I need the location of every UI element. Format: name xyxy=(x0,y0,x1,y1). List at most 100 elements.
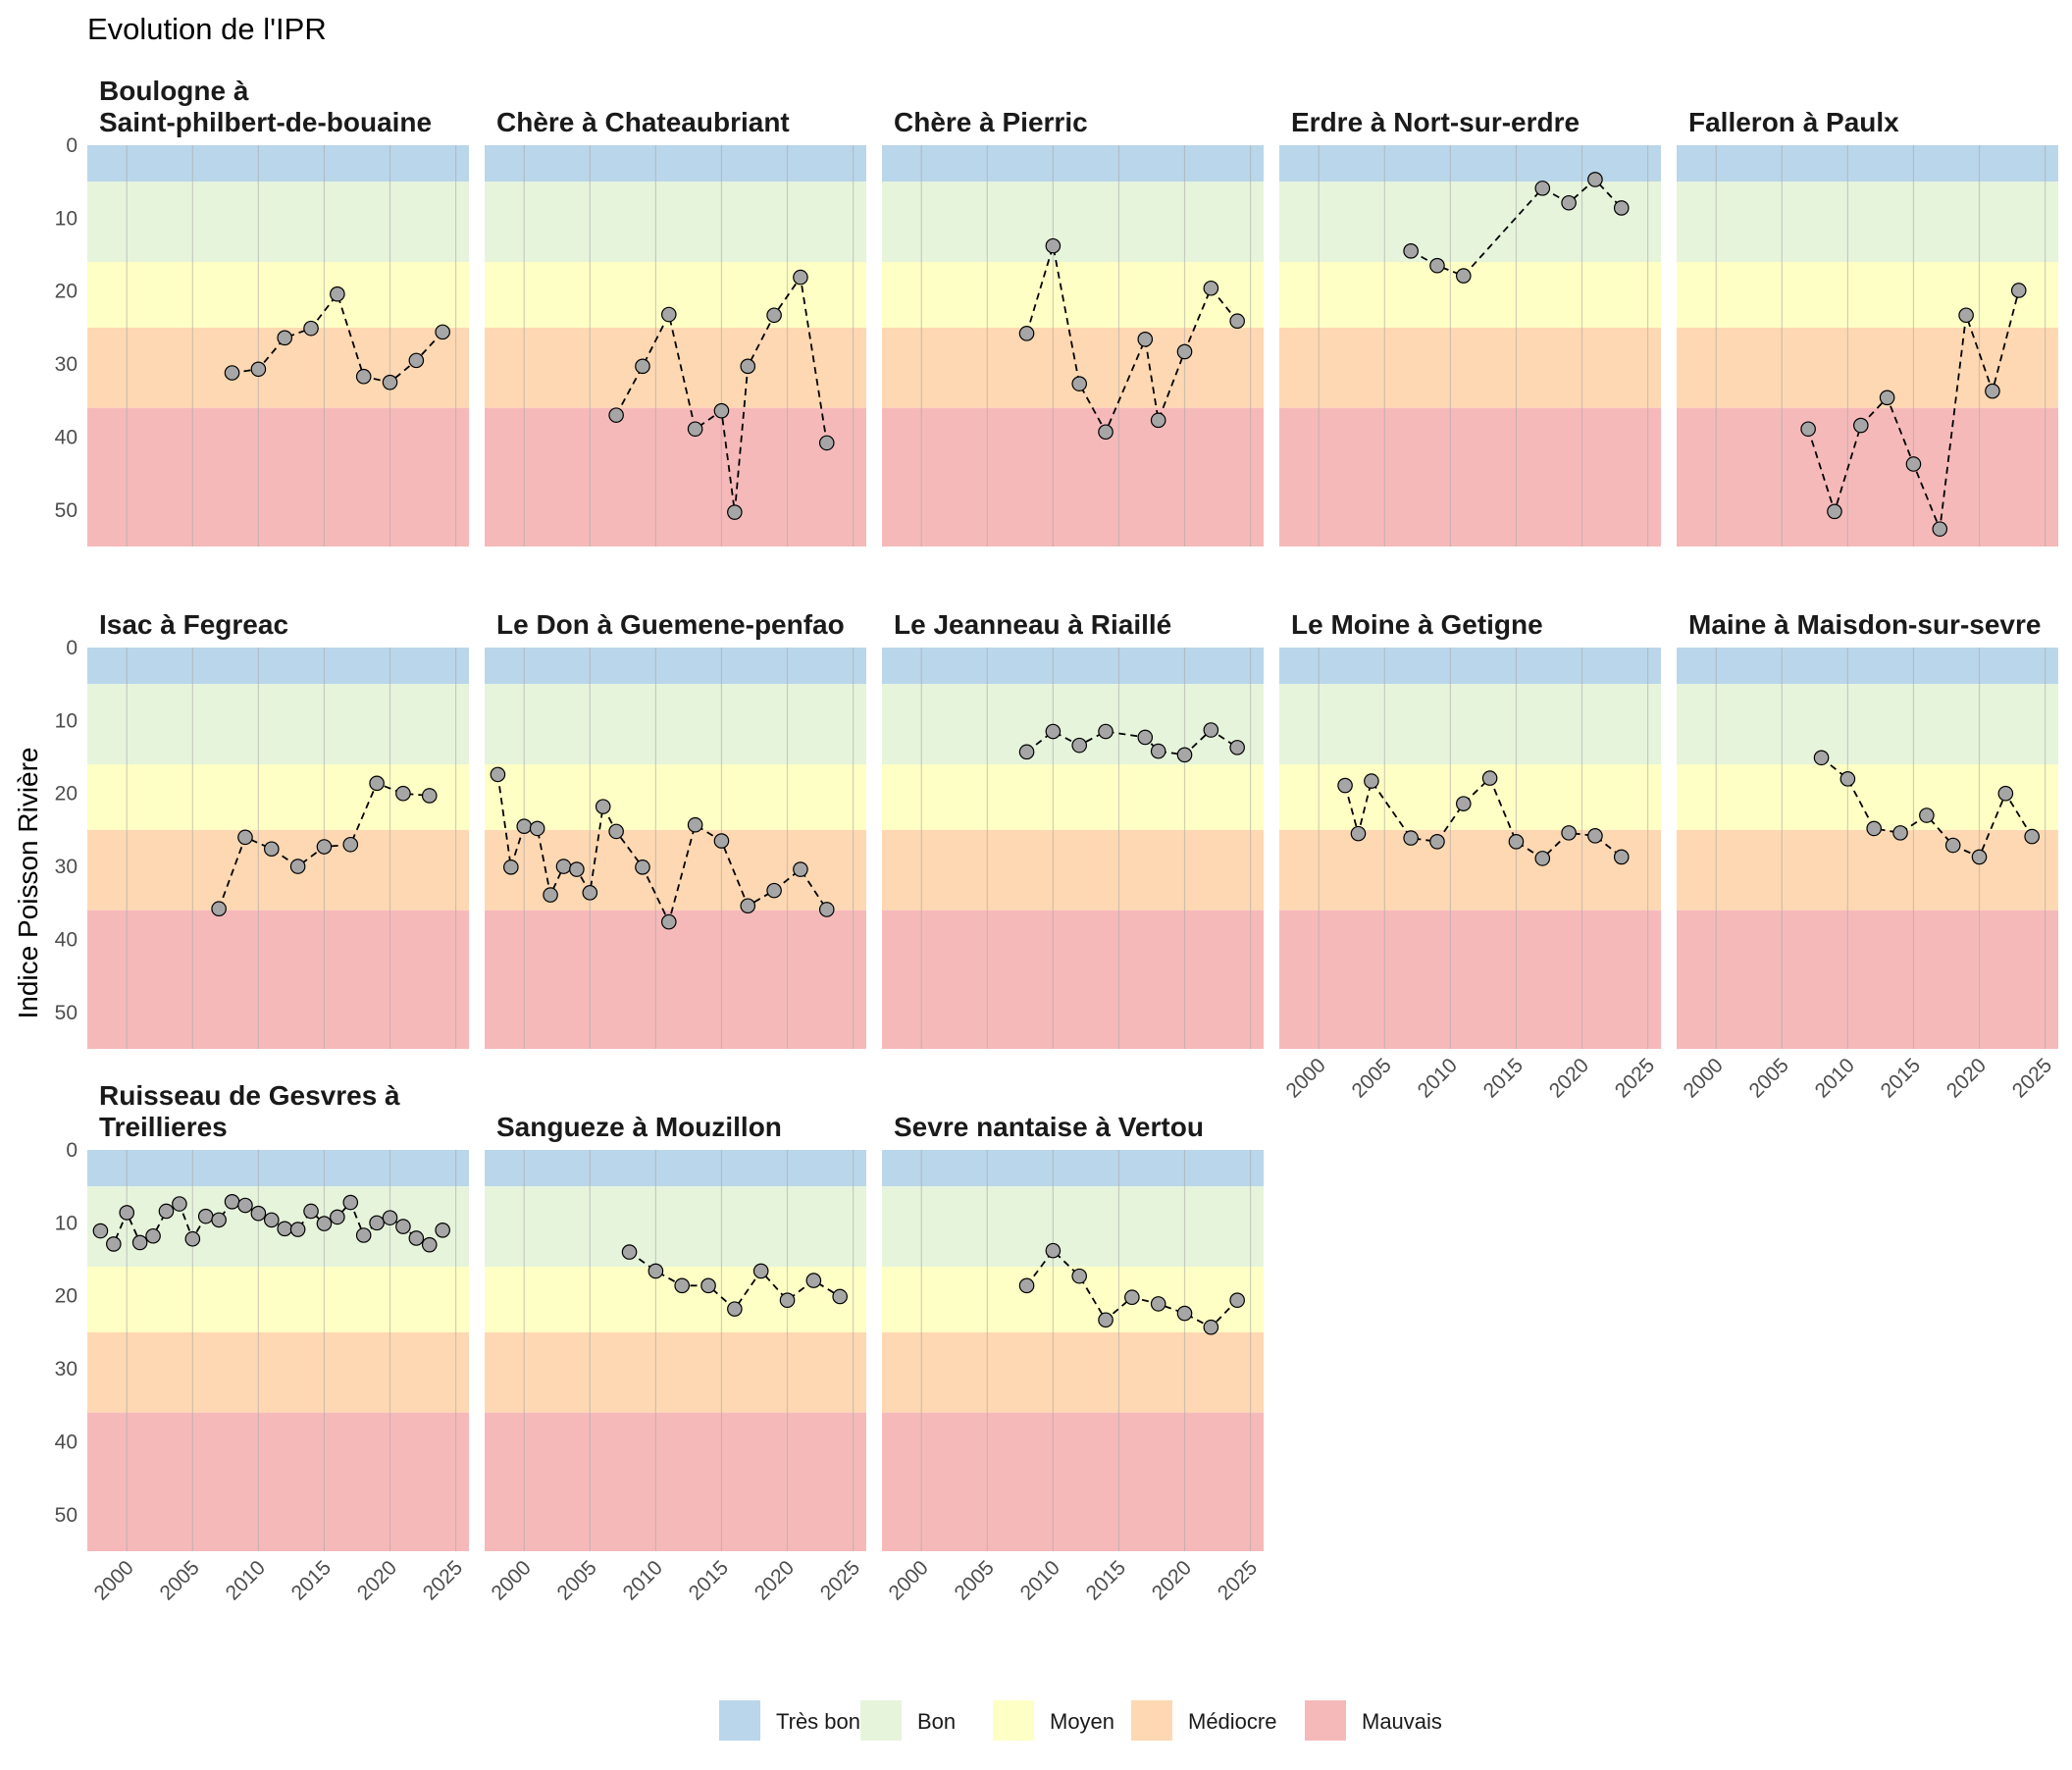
y-axis-label: Indice Poisson Rivière xyxy=(13,747,43,1018)
chart-title: Evolution de l'IPR xyxy=(87,12,327,46)
data-point xyxy=(608,407,624,423)
y-tick-label: 30 xyxy=(55,353,78,376)
x-tick-label: 2020 xyxy=(1545,1054,1593,1102)
data-point xyxy=(1985,383,2000,399)
data-point xyxy=(1561,194,1577,211)
x-tick-label: 2005 xyxy=(553,1556,601,1604)
panel-4: Erdre à Nort-sur-erdre xyxy=(1279,107,1661,547)
data-point xyxy=(1229,1292,1245,1308)
data-point xyxy=(1403,830,1419,846)
data-point xyxy=(1429,834,1445,850)
data-point xyxy=(408,352,425,369)
class-band xyxy=(1279,684,1661,764)
panel-9: Le Moine à Getigne 2000 2005 2010 2015 2020 20… xyxy=(1279,609,1661,1103)
data-point xyxy=(1045,237,1062,254)
y-tick-label: 30 xyxy=(55,856,78,878)
panel-10: Maine à Maisdon-sur-sevre 2000 2005 2010 201… xyxy=(1677,609,2058,1103)
series-line xyxy=(1821,756,2033,859)
x-tick-label: 2025 xyxy=(1611,1054,1659,1102)
class-band xyxy=(87,145,469,182)
panel-title: Erdre à Nort-sur-erdre xyxy=(1291,107,1580,137)
data-point xyxy=(1561,825,1577,841)
data-point xyxy=(1137,729,1154,746)
data-point xyxy=(289,1222,306,1237)
panel-title: Chère à Pierric xyxy=(894,107,1088,137)
data-point xyxy=(263,841,280,858)
class-band xyxy=(485,1186,866,1267)
data-point xyxy=(766,307,782,324)
legend-item: Bon xyxy=(860,1700,956,1741)
class-band xyxy=(485,182,866,262)
data-point xyxy=(1958,307,1974,324)
data-point xyxy=(1944,837,1961,854)
data-point xyxy=(369,775,385,792)
panel-title: Le Moine à Getigne xyxy=(1291,609,1543,640)
panel-title: Sevre nantaise à Vertou xyxy=(894,1112,1204,1142)
x-tick-label: 2005 xyxy=(951,1556,999,1604)
data-point xyxy=(1800,421,1816,438)
data-point xyxy=(490,766,506,783)
class-band xyxy=(1279,763,1661,830)
data-point xyxy=(1534,851,1551,866)
data-point xyxy=(1098,723,1114,740)
data-point xyxy=(621,1244,638,1260)
class-band xyxy=(1677,684,2058,764)
data-point xyxy=(1176,747,1193,763)
x-tick-label: 2000 xyxy=(884,1556,932,1604)
x-tick-label: 2015 xyxy=(287,1556,336,1604)
panel-title: Le Don à Guemene-penfao xyxy=(496,609,845,640)
data-point xyxy=(1229,740,1245,755)
data-point xyxy=(1124,1289,1140,1306)
data-point xyxy=(277,330,293,346)
class-band xyxy=(485,1331,866,1413)
data-point xyxy=(582,885,598,901)
panel-title: Chère à Chateaubriant xyxy=(496,107,790,137)
data-point xyxy=(1997,785,2014,802)
y-tick-label: 10 xyxy=(55,709,78,732)
data-point xyxy=(1534,181,1551,196)
data-point xyxy=(1932,521,1948,537)
data-point xyxy=(224,365,240,381)
class-band xyxy=(1677,763,2058,830)
class-band xyxy=(87,910,469,1049)
data-point xyxy=(700,1277,716,1294)
y-tick-label: 20 xyxy=(55,1285,78,1308)
panel-title: Ruisseau de Gesvres à xyxy=(99,1080,400,1111)
data-point xyxy=(793,861,808,877)
panel-title: Le Jeanneau à Riaillé xyxy=(894,609,1171,640)
x-tick-label: 2005 xyxy=(156,1556,204,1604)
data-point xyxy=(382,374,398,390)
data-point xyxy=(516,818,533,834)
data-point xyxy=(1137,332,1154,347)
x-tick-label: 2010 xyxy=(1414,1054,1462,1102)
data-point xyxy=(543,887,558,903)
class-band xyxy=(485,910,866,1049)
class-band xyxy=(87,829,469,911)
x-tick-label: 2025 xyxy=(816,1556,864,1604)
data-point xyxy=(1098,424,1114,441)
data-point xyxy=(1018,326,1035,341)
panel-8: Le Jeanneau à Riaillé xyxy=(882,609,1264,1049)
data-point xyxy=(1879,390,1895,406)
class-band xyxy=(1677,407,2058,547)
legend-item: Mauvais xyxy=(1305,1700,1442,1741)
class-band xyxy=(1677,910,2058,1049)
class-band xyxy=(882,407,1264,547)
data-point xyxy=(1350,825,1367,842)
data-point xyxy=(316,839,333,855)
series-line xyxy=(615,275,828,513)
x-tick-label: 2020 xyxy=(1942,1054,1991,1102)
panel-title: Boulogne à xyxy=(99,76,249,106)
data-point xyxy=(277,1221,293,1237)
data-point xyxy=(1150,1296,1166,1312)
y-tick-label: 50 xyxy=(55,499,78,522)
y-tick-label: 30 xyxy=(55,1358,78,1380)
class-band xyxy=(882,1150,1264,1187)
data-point xyxy=(435,324,450,340)
class-band xyxy=(1677,145,2058,182)
data-point xyxy=(818,435,835,451)
y-tick-label: 40 xyxy=(55,426,78,448)
data-point xyxy=(1455,796,1472,811)
